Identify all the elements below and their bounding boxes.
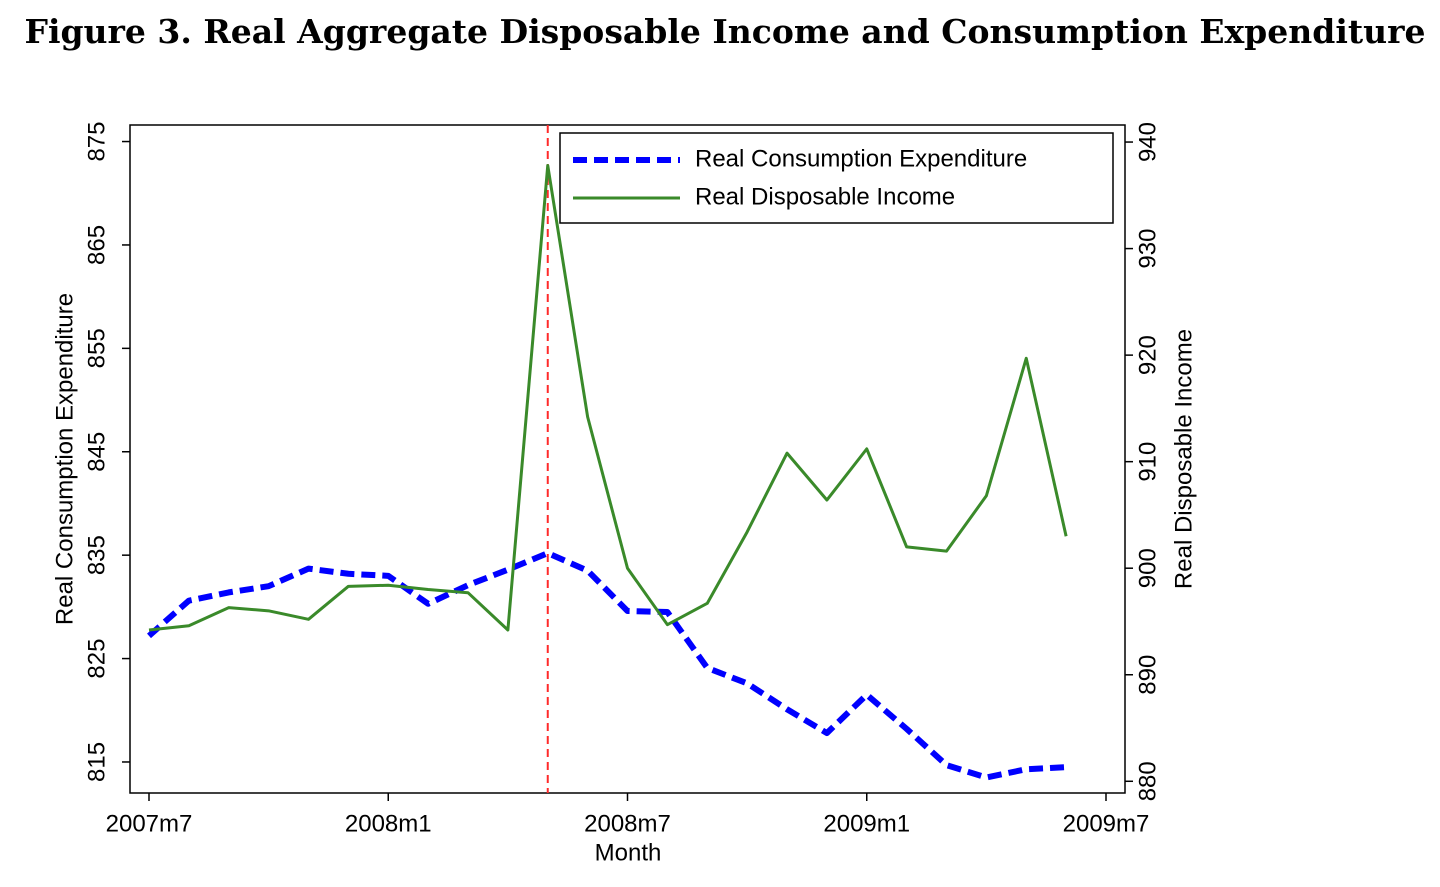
legend-label: Real Disposable Income — [695, 183, 955, 210]
y2-tick-label: 940 — [1134, 122, 1161, 162]
y2-tick-label: 890 — [1134, 655, 1161, 695]
y-tick-label: 875 — [83, 122, 110, 162]
legend-box — [559, 132, 1114, 224]
y-tick-label: 845 — [83, 432, 110, 472]
x-tick-label: 2009m7 — [1063, 810, 1150, 837]
y-tick-label: 825 — [83, 639, 110, 679]
x-tick-label: 2008m1 — [345, 810, 432, 837]
y2-tick-label: 880 — [1134, 761, 1161, 801]
data-line — [148, 163, 1068, 632]
y-tick-label: 865 — [83, 225, 110, 265]
y-tick-label: 815 — [83, 742, 110, 782]
legend-label: Real Consumption Expenditure — [695, 145, 1027, 172]
x-axis-title: Month — [595, 839, 662, 866]
x-tick-label: 2008m7 — [584, 810, 671, 837]
plot-frame — [129, 124, 1126, 794]
y2-tick-label: 920 — [1134, 335, 1161, 375]
x-tick-label: 2009m1 — [823, 810, 910, 837]
y-axis-title: Real Consumption Expenditure — [51, 293, 78, 625]
y2-tick-label: 930 — [1134, 229, 1161, 269]
y2-axis-title: Real Disposable Income — [1170, 329, 1197, 589]
x-tick-label: 2007m7 — [106, 810, 193, 837]
y-tick-label: 855 — [83, 328, 110, 368]
y2-tick-label: 910 — [1134, 442, 1161, 482]
y-tick-label: 835 — [83, 535, 110, 575]
data-line — [147, 550, 1067, 781]
y2-tick-label: 900 — [1134, 548, 1161, 588]
chart-title: Figure 3. Real Aggregate Disposable Inco… — [25, 12, 1426, 51]
